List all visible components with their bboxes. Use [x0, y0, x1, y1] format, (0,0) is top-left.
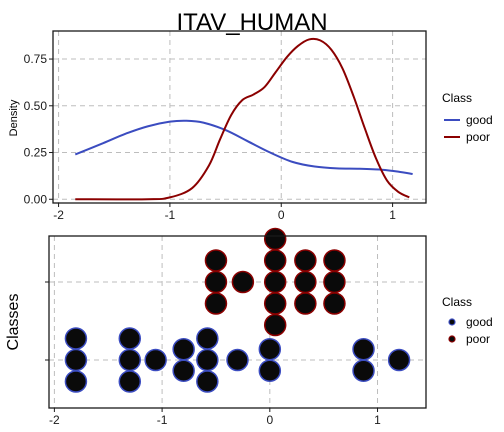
density-y-tick-label: 0.75 — [24, 52, 48, 66]
point-good — [64, 348, 88, 372]
density-grid — [53, 31, 426, 203]
classes-plot-frame — [48, 235, 427, 409]
point-poor — [204, 292, 228, 315]
density-x-tick-label: 0 — [278, 208, 285, 222]
classes-axis-ticks: -2 -1 0 1 — [45, 281, 381, 427]
classes-points — [64, 227, 411, 393]
point-good — [64, 327, 88, 350]
legend-poor-point-key — [448, 335, 456, 343]
point-good — [258, 338, 282, 361]
density-lines — [74, 37, 413, 201]
point-good — [226, 348, 249, 372]
legend-good-point-key — [448, 318, 456, 326]
classes-panel: -2 -1 0 1 Classes Class good poor — [5, 227, 493, 427]
point-poor — [294, 249, 317, 272]
point-poor — [204, 270, 228, 294]
classes-x-tick-label: -1 — [157, 413, 168, 427]
density-y-tick-label: 0.00 — [24, 192, 48, 206]
point-poor — [323, 249, 346, 272]
point-good — [196, 327, 219, 350]
classes-x-tick-label: 1 — [374, 413, 381, 427]
point-poor — [323, 270, 346, 294]
point-good — [196, 370, 219, 393]
density-y-tick-label: 0.25 — [24, 146, 48, 160]
classes-x-tick-label: -2 — [49, 413, 60, 427]
point-good — [172, 338, 195, 361]
density-x-tick-label: -2 — [53, 208, 64, 222]
density-legend: Class good poor — [442, 91, 493, 144]
point-good — [196, 348, 219, 372]
density-line-good — [74, 119, 413, 176]
point-good — [118, 327, 142, 350]
point-poor — [263, 249, 287, 272]
density-legend-title: Class — [442, 91, 472, 105]
point-good — [118, 348, 142, 372]
classes-legend-good-label: good — [466, 315, 493, 329]
point-poor — [323, 292, 346, 315]
density-legend-good-label: good — [466, 113, 493, 127]
point-poor — [263, 270, 287, 294]
point-poor — [294, 270, 317, 294]
point-poor — [263, 227, 287, 251]
classes-y-axis-label: Classes — [5, 294, 22, 351]
density-panel: -2 -1 0 1 0.00 0.25 0.50 0.75 ITAV_HUMAN Densit… — [8, 9, 493, 222]
classes-legend-title: Class — [442, 295, 472, 309]
density-y-tick-label: 0.50 — [24, 99, 48, 113]
density-plot-frame — [52, 30, 427, 204]
point-good — [172, 359, 195, 382]
classes-grid — [49, 236, 426, 408]
point-good — [64, 370, 88, 393]
point-poor — [263, 313, 287, 337]
classes-legend: Class good poor — [442, 295, 493, 346]
point-good — [352, 338, 375, 361]
density-x-tick-label: 1 — [389, 208, 396, 222]
point-good — [144, 348, 167, 372]
classes-legend-poor-label: poor — [466, 332, 490, 346]
point-good — [118, 370, 142, 393]
density-axis-ticks: -2 -1 0 1 0.00 0.25 0.50 0.75 — [24, 52, 397, 222]
point-poor — [204, 249, 228, 272]
point-poor — [231, 270, 255, 294]
point-good — [258, 359, 282, 382]
density-line-poor — [75, 37, 410, 201]
chart-title: ITAV_HUMAN — [176, 9, 327, 36]
point-good — [387, 348, 411, 372]
point-good — [352, 359, 375, 382]
density-x-tick-label: -1 — [165, 208, 176, 222]
point-poor — [294, 292, 317, 315]
classes-x-tick-label: 0 — [266, 413, 273, 427]
density-legend-poor-label: poor — [466, 130, 490, 144]
density-y-axis-label: Density — [8, 99, 20, 136]
point-poor — [263, 292, 287, 315]
